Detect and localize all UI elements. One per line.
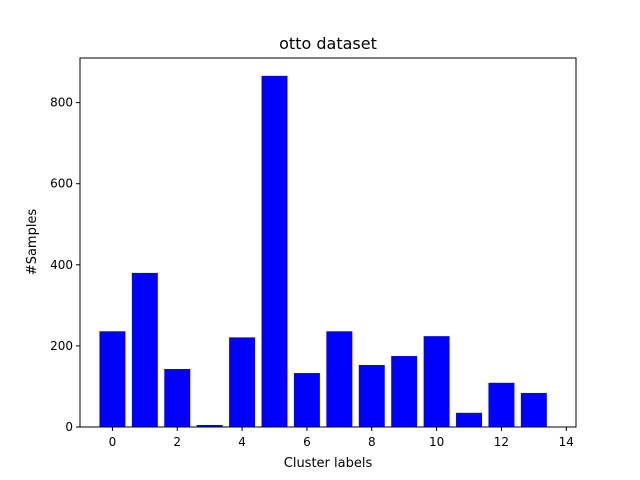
bar-cluster-9 xyxy=(391,356,418,427)
y-axis-ticks: 0 200 400 600 800 xyxy=(50,96,80,434)
bar-cluster-3 xyxy=(196,424,223,427)
bar-cluster-4 xyxy=(229,337,256,427)
bar-cluster-12 xyxy=(488,382,515,427)
y-tick-label: 600 xyxy=(50,177,73,191)
bars-group xyxy=(99,75,547,427)
x-tick-label: 2 xyxy=(173,435,181,449)
x-tick-label: 0 xyxy=(109,435,117,449)
x-tick-label: 10 xyxy=(429,435,444,449)
bar-cluster-6 xyxy=(293,373,320,427)
chart-title: otto dataset xyxy=(279,34,377,53)
y-tick-label: 200 xyxy=(50,339,73,353)
bar-cluster-5 xyxy=(261,75,288,427)
y-axis-label: #Samples xyxy=(25,209,40,276)
bar-cluster-7 xyxy=(326,331,353,427)
x-axis-ticks: 0 2 4 6 8 10 12 14 xyxy=(109,427,574,449)
x-tick-label: 8 xyxy=(368,435,376,449)
x-tick-label: 12 xyxy=(494,435,509,449)
bar-cluster-13 xyxy=(520,392,547,427)
bar-cluster-8 xyxy=(358,364,385,427)
bar-cluster-10 xyxy=(423,336,450,427)
bar-cluster-2 xyxy=(164,369,191,427)
bar-cluster-11 xyxy=(456,412,482,427)
bar-cluster-1 xyxy=(131,272,158,427)
y-tick-label: 0 xyxy=(65,420,73,434)
x-tick-label: 14 xyxy=(559,435,574,449)
x-tick-label: 4 xyxy=(238,435,246,449)
x-tick-label: 6 xyxy=(303,435,311,449)
y-tick-label: 400 xyxy=(50,258,73,272)
y-tick-label: 800 xyxy=(50,96,73,110)
plot-frame xyxy=(79,57,577,428)
bar-cluster-0 xyxy=(99,331,126,427)
x-axis-label: Cluster labels xyxy=(284,456,373,471)
